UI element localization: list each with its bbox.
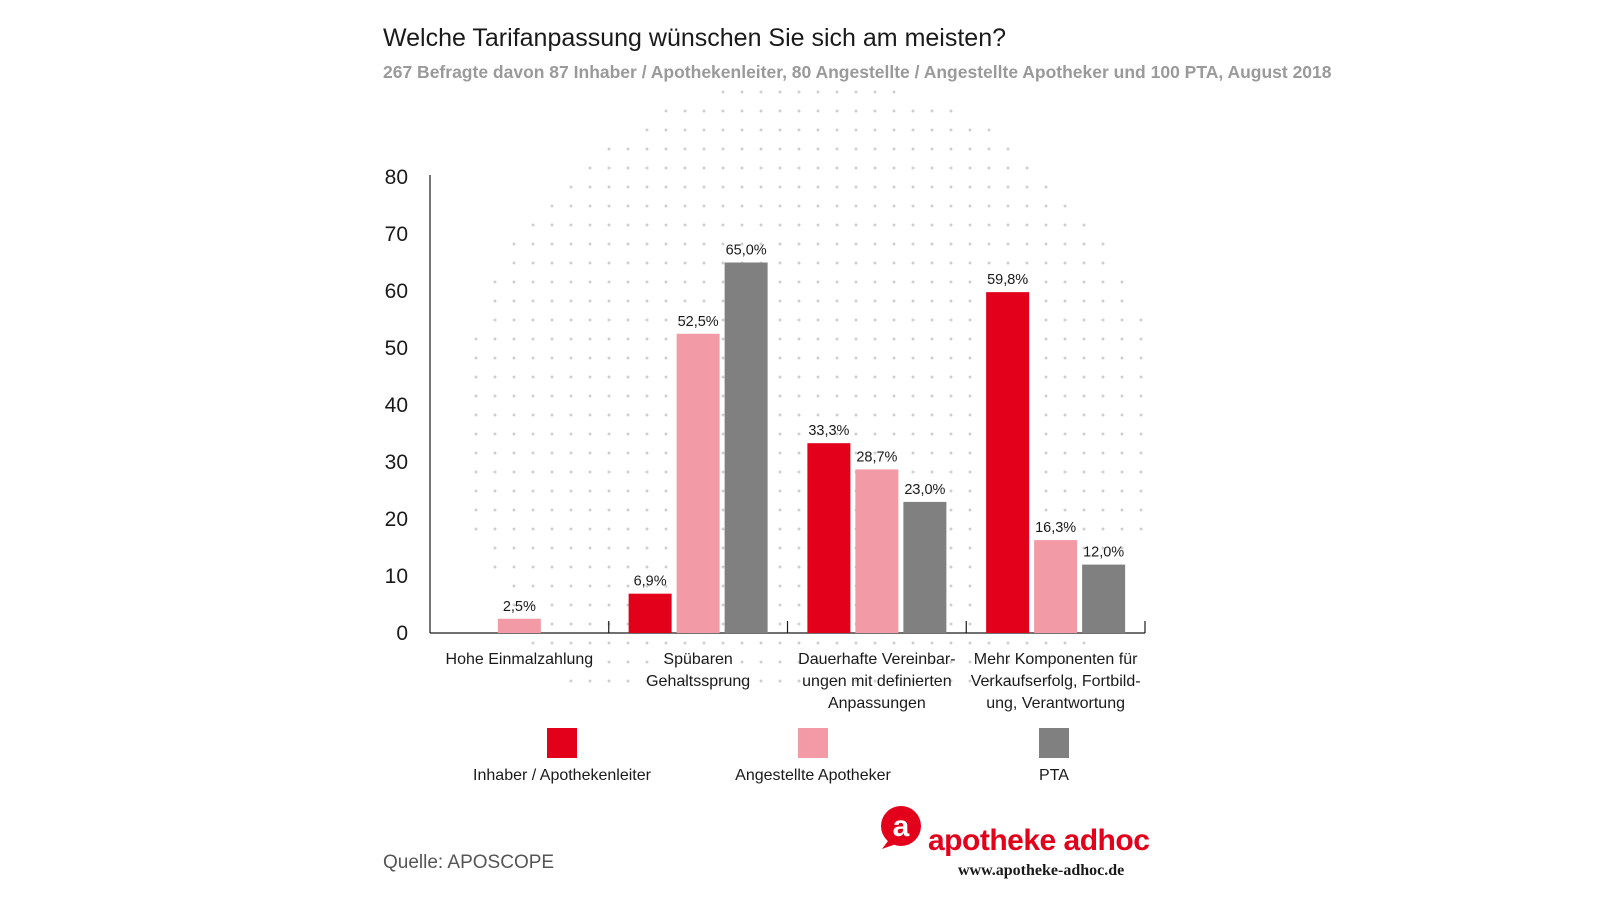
data-label: 6,9% [634,574,667,590]
bar-2-2 [676,333,720,633]
bar-3-4 [1082,564,1126,633]
data-label: 16,3% [1035,520,1076,536]
category-label: Spübaren [663,651,732,668]
bar-1-4 [986,292,1030,633]
data-label: 28,7% [856,449,897,465]
y-tick-label: 10 [385,565,408,588]
y-tick-label: 80 [385,166,408,189]
data-label: 12,0% [1083,545,1124,561]
legend-swatch [1039,728,1069,758]
category-label: ung, Verantwortung [986,695,1125,712]
category-label: ungen mit definierten [802,673,951,690]
legend-swatch [798,728,828,758]
category-label: Hohe Einmalzahlung [446,651,594,668]
legend-label: Angestellte Apotheker [735,767,891,784]
dot-pattern-background [474,90,1143,683]
y-tick-label: 70 [385,223,408,246]
chart-subtitle: 267 Befragte davon 87 Inhaber / Apotheke… [383,62,1332,82]
brand-name: apotheke adhoc [928,824,1150,857]
y-tick-label: 30 [385,451,408,474]
bar-1-3 [807,443,851,633]
svg-text:a: a [893,810,910,843]
bar-1-2 [628,593,672,633]
legend-label: Inhaber / Apothekenleiter [473,767,651,784]
y-axis: 0 10 20 30 40 50 60 70 80 [385,166,1145,645]
category-label: Mehr Komponenten für [974,651,1138,668]
legend-swatch [547,728,577,758]
data-label: 65,0% [726,243,767,259]
brand-url: www.apotheke-adhoc.de [958,862,1125,879]
chart-title: Welche Tarifanpassung wünschen Sie sich … [383,24,1007,52]
bar-3-2 [724,262,768,633]
bar-3-3 [903,501,947,633]
letter-a-icon: a [881,806,921,849]
bar-2-1 [497,618,541,633]
data-label: 33,3% [808,423,849,439]
y-tick-label: 50 [385,337,408,360]
data-label: 59,8% [987,272,1028,288]
y-tick-label: 0 [396,622,408,645]
bar-2-4 [1034,540,1078,633]
bars: 2,5% 6,9% 52,5% 65,0% 33,3% 28,7% 23,0% 59,8% 16… [497,243,1146,633]
category-label: Dauerhafte Vereinbar- [798,651,955,668]
data-label: 52,5% [678,314,719,330]
data-label: 23,0% [904,482,945,498]
y-tick-label: 40 [385,394,408,417]
y-tick-label: 20 [385,508,408,531]
bar-2-3 [855,469,899,633]
y-tick-label: 60 [385,280,408,303]
category-label: Anpassungen [828,695,926,712]
category-label: Gehaltssprung [646,673,750,690]
category-labels: Hohe Einmalzahlung Spübaren Gehaltssprung D… [446,651,1141,712]
legend-label: PTA [1039,767,1069,784]
source-note: Quelle: APOSCOPE [383,852,555,873]
data-label: 2,5% [503,599,536,615]
category-label: Verkaufserfolg, Fortbild- [971,673,1141,690]
